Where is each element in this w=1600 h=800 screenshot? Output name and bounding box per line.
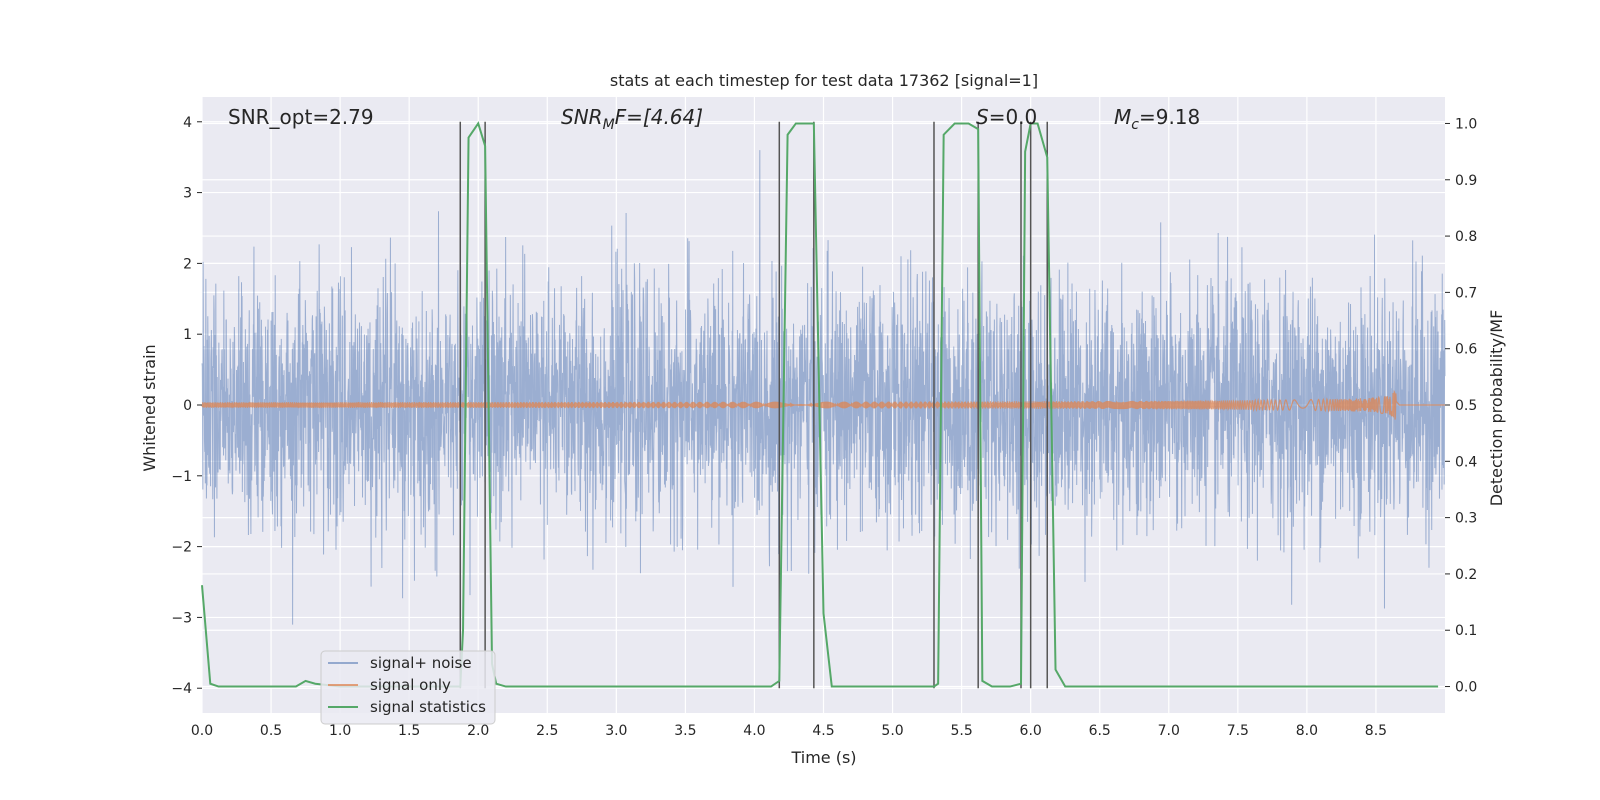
annotation-snr-opt: SNR_opt=2.79 (228, 105, 374, 129)
x-tick-label: 4.5 (812, 723, 834, 739)
chart-title: stats at each timestep for test data 173… (610, 71, 1038, 90)
x-tick-label: 0.0 (191, 723, 213, 739)
legend: signal+ noise signal only signal statist… (320, 650, 496, 725)
x-tick-label: 0.5 (260, 723, 282, 739)
y-right-tick-label: 0.8 (1455, 229, 1477, 245)
y-right-tick-label: 0.7 (1455, 285, 1477, 301)
x-axis-label: Time (s) (790, 748, 856, 767)
y-tick-label: 0 (183, 398, 192, 414)
noise-trace (201, 150, 1446, 625)
y-axis-ticks: −4 −3 −2 −1 0 1 2 3 4 (171, 115, 202, 697)
annotation-snr-mf: SNRMF=[4.64] (561, 105, 703, 133)
x-tick-label: 8.5 (1365, 723, 1387, 739)
annotation-mc: Mc=9.18 (1114, 105, 1200, 133)
y-tick-label: −3 (171, 610, 192, 626)
chirp-trace (201, 389, 1445, 420)
x-tick-label: 7.5 (1227, 723, 1249, 739)
x-tick-label: 6.0 (1020, 723, 1042, 739)
y-tick-label: 2 (183, 256, 192, 272)
x-tick-label: 3.0 (605, 723, 627, 739)
y-right-axis-ticks: 0.0 0.1 0.2 0.3 0.4 0.5 0.6 0.7 0.8 0.9 1.0 (1445, 116, 1477, 696)
y-right-tick-label: 0.2 (1455, 567, 1477, 583)
legend-label-stats: signal statistics (370, 698, 486, 716)
signal-only-series (201, 389, 1445, 420)
y-tick-label: 4 (183, 115, 192, 131)
y-right-tick-label: 0.9 (1455, 173, 1477, 189)
y-right-tick-label: 0.1 (1455, 623, 1477, 639)
y-tick-label: 3 (183, 186, 192, 202)
legend-label-signal: signal only (370, 676, 451, 694)
y-right-tick-label: 0.4 (1455, 454, 1477, 470)
y-right-tick-label: 0.6 (1455, 342, 1477, 358)
y-right-tick-label: 0.0 (1455, 680, 1477, 696)
x-tick-label: 1.5 (398, 723, 420, 739)
y-tick-label: 1 (183, 327, 192, 343)
y-right-tick-label: 0.3 (1455, 511, 1477, 527)
x-tick-label: 2.5 (536, 723, 558, 739)
x-tick-label: 5.0 (881, 723, 903, 739)
y-tick-label: −1 (171, 469, 192, 485)
x-tick-label: 8.0 (1296, 723, 1318, 739)
y-right-tick-label: 1.0 (1455, 116, 1477, 132)
y-tick-label: −2 (171, 540, 192, 556)
x-tick-label: 2.0 (467, 723, 489, 739)
signal-noise-series (201, 150, 1446, 625)
x-tick-label: 3.5 (674, 723, 696, 739)
annotation-s: S=0.0 (976, 105, 1037, 129)
x-tick-label: 6.5 (1089, 723, 1111, 739)
x-tick-label: 4.0 (743, 723, 765, 739)
y-right-tick-label: 0.5 (1455, 398, 1477, 414)
x-tick-label: 7.0 (1158, 723, 1180, 739)
legend-box (320, 650, 496, 725)
y-right-axis-label: Detection probability/MF (1487, 310, 1506, 507)
x-axis-ticks: 0.0 0.5 1.0 1.5 2.0 2.5 3.0 3.5 4.0 4.5 5.0 5.5 6.0 6… (191, 723, 1387, 739)
y-axis-label: Whitened strain (140, 344, 159, 471)
x-tick-label: 5.5 (950, 723, 972, 739)
legend-label-noise: signal+ noise (370, 654, 472, 672)
x-tick-label: 1.0 (329, 723, 351, 739)
y-tick-label: −4 (171, 681, 192, 697)
